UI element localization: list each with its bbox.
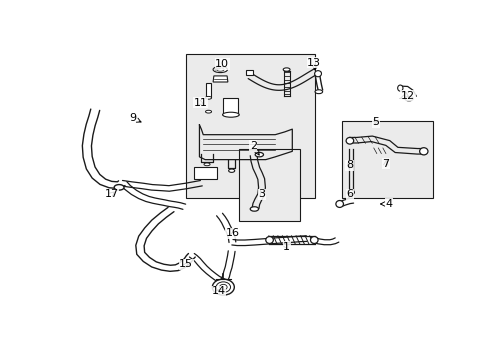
Bar bbox=[239, 149, 299, 221]
Text: 5: 5 bbox=[371, 117, 378, 127]
Text: 11: 11 bbox=[193, 98, 207, 108]
Text: 4: 4 bbox=[380, 199, 392, 209]
Ellipse shape bbox=[314, 90, 322, 94]
Text: 6: 6 bbox=[346, 189, 353, 199]
Ellipse shape bbox=[310, 237, 317, 243]
Ellipse shape bbox=[283, 68, 289, 71]
Text: 16: 16 bbox=[225, 228, 239, 238]
Text: 3: 3 bbox=[258, 189, 265, 199]
Ellipse shape bbox=[212, 279, 234, 295]
Text: 13: 13 bbox=[306, 58, 321, 70]
Text: 10: 10 bbox=[215, 59, 229, 70]
Ellipse shape bbox=[203, 163, 210, 166]
Text: 15: 15 bbox=[179, 260, 193, 269]
Bar bbox=[223, 98, 238, 115]
Ellipse shape bbox=[347, 190, 354, 194]
Polygon shape bbox=[213, 76, 227, 82]
Text: 14: 14 bbox=[211, 286, 225, 296]
Ellipse shape bbox=[222, 112, 239, 117]
Bar bbox=[205, 83, 211, 97]
Text: 17: 17 bbox=[104, 189, 119, 199]
Ellipse shape bbox=[404, 96, 412, 101]
Text: 12: 12 bbox=[399, 91, 414, 101]
Text: 2: 2 bbox=[249, 141, 259, 155]
Ellipse shape bbox=[346, 138, 353, 144]
Ellipse shape bbox=[205, 96, 211, 99]
Ellipse shape bbox=[397, 85, 402, 91]
Bar bbox=[341, 121, 432, 198]
Ellipse shape bbox=[228, 169, 234, 172]
Text: 8: 8 bbox=[345, 160, 352, 170]
Ellipse shape bbox=[335, 201, 343, 207]
Ellipse shape bbox=[114, 185, 124, 190]
Ellipse shape bbox=[419, 148, 427, 155]
Ellipse shape bbox=[265, 237, 273, 243]
Bar bbox=[186, 54, 314, 198]
Ellipse shape bbox=[219, 284, 226, 290]
Text: 1: 1 bbox=[283, 242, 289, 252]
Ellipse shape bbox=[213, 67, 227, 73]
Ellipse shape bbox=[255, 152, 263, 157]
Ellipse shape bbox=[314, 71, 321, 77]
Text: 7: 7 bbox=[382, 159, 388, 169]
Ellipse shape bbox=[216, 282, 230, 292]
Ellipse shape bbox=[250, 207, 258, 211]
Bar bbox=[245, 69, 252, 75]
Ellipse shape bbox=[216, 68, 224, 71]
Text: 9: 9 bbox=[128, 113, 141, 123]
Bar bbox=[193, 167, 216, 179]
Ellipse shape bbox=[205, 110, 211, 113]
